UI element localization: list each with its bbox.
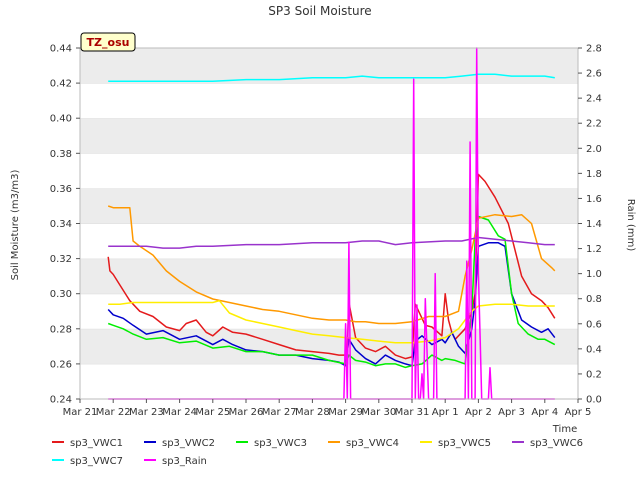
y-axis-title-left: Soil Moisture (m3/m3) (10, 170, 21, 281)
y-tick-label-left: 0.42 (50, 79, 72, 90)
chart-title: SP3 Soil Moisture (268, 4, 371, 18)
legend-label: sp3_VWC2 (162, 438, 215, 449)
y-tick-label-left: 0.28 (50, 324, 72, 335)
x-tick-label: Mar 29 (328, 407, 363, 418)
grid-band (80, 188, 578, 224)
x-tick-label: Mar 31 (395, 407, 430, 418)
legend-item: sp3_VWC4 (328, 438, 399, 449)
x-tick-label: Mar 27 (262, 407, 297, 418)
grid-band (80, 293, 578, 329)
y-tick-label-right: 0.4 (586, 344, 602, 355)
x-tick-label: Mar 25 (195, 407, 230, 418)
y-tick-label-right: 1.0 (586, 269, 602, 280)
y-tick-label-right: 2.2 (586, 119, 602, 130)
y-tick-label-left: 0.34 (50, 219, 72, 230)
y-tick-label-right: 0.6 (586, 319, 602, 330)
x-tick-label: Apr 1 (432, 407, 459, 418)
series-line-sp3_VWC2 (107, 242, 556, 367)
y-tick-label-right: 2.0 (586, 144, 602, 155)
x-axis-title: Time (552, 424, 577, 435)
x-tick-label: Apr 2 (465, 407, 492, 418)
x-tick-label: Mar 30 (361, 407, 396, 418)
y-tick-label-right: 0.8 (586, 294, 602, 305)
y-tick-label-left: 0.40 (50, 114, 72, 125)
y-tick-label-left: 0.30 (50, 289, 72, 300)
legend-item: sp3_VWC5 (420, 438, 491, 449)
x-tick-label: Mar 26 (229, 407, 264, 418)
x-tick-label: Mar 24 (162, 407, 197, 418)
legend-label: sp3_VWC4 (346, 438, 399, 449)
y-tick-label-right: 2.6 (586, 69, 602, 80)
y-tick-label-right: 0.0 (586, 395, 602, 406)
grid-band (80, 258, 578, 294)
legend-item: sp3_Rain (144, 456, 207, 467)
legend-label: sp3_VWC6 (530, 438, 583, 449)
legend-label: sp3_VWC7 (70, 456, 123, 467)
y-tick-label-left: 0.26 (50, 359, 72, 370)
legend-item: sp3_VWC7 (52, 456, 123, 467)
x-tick-label: Mar 22 (96, 407, 131, 418)
y-tick-label-right: 2.4 (586, 94, 602, 105)
grid-band (80, 328, 578, 364)
badge-label: TZ_osu (87, 36, 130, 49)
background-bands (80, 47, 578, 399)
series-layer (107, 47, 556, 400)
y-tick-label-left: 0.24 (50, 395, 72, 406)
badge: TZ_osu (80, 32, 136, 52)
legend: sp3_VWC1 sp3_VWC2 sp3_VWC3 sp3_VWC4 sp3_VWC5… (52, 438, 583, 467)
y-tick-label-right: 1.4 (586, 219, 602, 230)
x-tick-label: Mar 28 (295, 407, 330, 418)
grid-band (80, 153, 578, 189)
y-tick-label-left: 0.36 (50, 184, 72, 195)
y-axis-title-right: Rain (mm) (625, 199, 636, 252)
y-tick-label-right: 0.2 (586, 369, 602, 380)
legend-item: sp3_VWC1 (52, 438, 123, 449)
y-tick-label-right: 1.6 (586, 194, 602, 205)
series-line-sp3_VWC4 (107, 205, 556, 325)
legend-label: sp3_Rain (162, 456, 207, 467)
legend-label: sp3_VWC1 (70, 438, 123, 449)
grid-band (80, 223, 578, 259)
x-tick-label: Mar 23 (129, 407, 164, 418)
legend-label: sp3_VWC5 (438, 438, 491, 449)
series-line-sp3_VWC6 (108, 236, 555, 249)
grid-band (80, 83, 578, 119)
x-tick-label: Apr 4 (531, 407, 558, 418)
y-tick-label-left: 0.44 (50, 44, 72, 55)
x-tick-label: Mar 21 (63, 407, 98, 418)
legend-label: sp3_VWC3 (254, 438, 307, 449)
series-line-sp3_VWC5 (108, 299, 555, 344)
grid-band (80, 118, 578, 154)
legend-item: sp3_VWC6 (512, 438, 583, 449)
series-line-sp3_VWC7 (108, 73, 555, 83)
x-tick-label: Apr 3 (498, 407, 525, 418)
grid-band (80, 363, 578, 399)
y-tick-label-left: 0.38 (50, 149, 72, 160)
y-tick-label-right: 1.8 (586, 169, 602, 180)
legend-item: sp3_VWC3 (236, 438, 307, 449)
legend-item: sp3_VWC2 (144, 438, 215, 449)
y-tick-label-right: 2.8 (586, 44, 602, 55)
x-tick-label: Apr 5 (565, 407, 592, 418)
y-tick-label-right: 1.2 (586, 244, 602, 255)
y-tick-label-left: 0.32 (50, 254, 72, 265)
series-line-sp3_VWC3 (107, 215, 556, 369)
